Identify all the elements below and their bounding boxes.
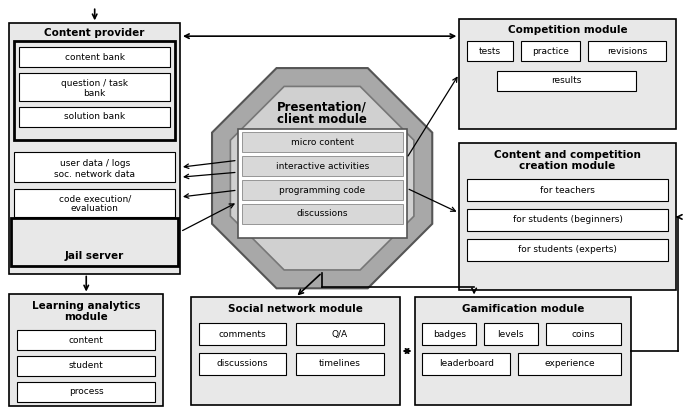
Text: bank: bank [84, 89, 105, 98]
Text: student: student [69, 361, 103, 370]
Bar [10, 23, 180, 274]
Bar [14, 41, 175, 140]
Bar [19, 107, 170, 126]
Text: comments: comments [219, 330, 266, 339]
Bar [242, 156, 403, 176]
Text: module: module [64, 312, 108, 322]
Bar [199, 323, 286, 345]
Bar [17, 330, 155, 350]
Bar [467, 41, 513, 61]
Text: soc. network data: soc. network data [54, 170, 135, 179]
Text: leaderboard: leaderboard [438, 359, 494, 368]
Text: Learning analytics: Learning analytics [32, 301, 140, 311]
Text: badges: badges [433, 330, 466, 339]
Text: client module: client module [277, 113, 367, 126]
Bar [546, 323, 621, 345]
Text: practice: practice [532, 47, 569, 56]
Text: Content provider: Content provider [45, 28, 145, 38]
Bar [242, 133, 403, 152]
Bar [19, 47, 170, 67]
Text: results: results [551, 76, 582, 85]
Bar [497, 71, 636, 91]
Polygon shape [230, 87, 414, 270]
Text: programming code: programming code [279, 186, 365, 194]
Bar [459, 143, 675, 290]
Text: discussions: discussions [297, 209, 348, 218]
Text: user data / logs: user data / logs [60, 159, 129, 168]
Bar [467, 179, 668, 201]
Bar [423, 323, 476, 345]
Text: levels: levels [497, 330, 524, 339]
Text: for students (beginners): for students (beginners) [512, 215, 623, 225]
Text: Jail server: Jail server [65, 250, 124, 261]
Bar [297, 353, 384, 375]
Text: tests: tests [479, 47, 501, 56]
Bar [588, 41, 666, 61]
Text: creation module: creation module [519, 161, 616, 171]
Bar [17, 382, 155, 402]
Text: process: process [69, 387, 103, 396]
Text: Competition module: Competition module [508, 25, 627, 35]
Text: experience: experience [544, 359, 595, 368]
Text: revisions: revisions [607, 47, 647, 56]
Text: micro content: micro content [290, 138, 353, 147]
Text: question / task: question / task [61, 80, 128, 88]
Text: Gamification module: Gamification module [462, 304, 584, 314]
Bar [423, 353, 510, 375]
Text: Social network module: Social network module [228, 304, 363, 314]
Bar [521, 41, 580, 61]
Bar [14, 152, 175, 182]
Bar [238, 129, 407, 238]
Text: for students (experts): for students (experts) [518, 245, 617, 254]
Bar [459, 19, 675, 129]
Bar [297, 323, 384, 345]
Text: content: content [68, 336, 103, 344]
Bar [199, 353, 286, 375]
Text: interactive activities: interactive activities [275, 162, 369, 171]
Bar [242, 204, 403, 224]
Text: evaluation: evaluation [71, 204, 119, 213]
Text: solution bank: solution bank [64, 112, 125, 121]
Text: timelines: timelines [319, 359, 361, 368]
Text: for teachers: for teachers [540, 186, 595, 194]
Bar [414, 297, 631, 405]
Bar [10, 295, 163, 406]
Bar [191, 297, 399, 405]
Text: Content and competition: Content and competition [494, 150, 641, 160]
Text: code execution/: code execution/ [58, 194, 131, 204]
Bar [14, 189, 175, 217]
Text: Presentation/: Presentation/ [277, 100, 367, 113]
Bar [11, 218, 178, 266]
Bar [17, 356, 155, 376]
Text: coins: coins [571, 330, 595, 339]
Text: Q/A: Q/A [332, 330, 348, 339]
Bar [484, 323, 538, 345]
Bar [242, 180, 403, 200]
Bar [467, 209, 668, 231]
Text: discussions: discussions [217, 359, 269, 368]
Bar [518, 353, 621, 375]
Bar [467, 239, 668, 261]
Bar [19, 73, 170, 101]
Text: content bank: content bank [64, 52, 125, 61]
Polygon shape [212, 68, 432, 288]
